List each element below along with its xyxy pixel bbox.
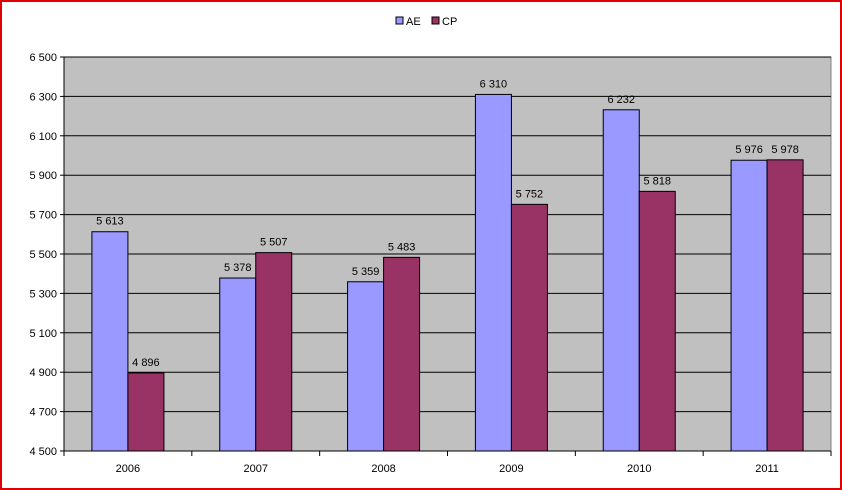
axes: 4 500 4 700 4 900 5 100 5 300 5 500 5 700 5 900… — [29, 52, 832, 475]
y-tick-label: 5 100 — [29, 328, 57, 340]
bar-ae-2006 — [91, 231, 129, 452]
y-tick-label: 5 700 — [29, 210, 57, 222]
data-label: 5 359 — [352, 266, 380, 278]
bar-ae-2011 — [730, 159, 768, 452]
data-label: 5 613 — [96, 216, 124, 228]
bar-ae-2007 — [219, 277, 257, 452]
gridlines — [64, 56, 831, 452]
x-tick-label: 2009 — [499, 463, 523, 475]
legend: AE CP — [395, 16, 457, 28]
data-label: 6 310 — [480, 78, 508, 90]
bars — [91, 93, 804, 452]
data-label: 4 896 — [132, 357, 160, 369]
data-label: 5 378 — [224, 262, 252, 274]
legend-label-ae: AE — [406, 16, 421, 28]
y-tick-label: 4 500 — [29, 446, 57, 458]
y-tick-label: 5 500 — [29, 249, 57, 261]
legend-swatch-ae — [395, 16, 404, 25]
y-tick-label: 6 300 — [29, 91, 57, 103]
bar-cp-2007 — [255, 252, 293, 452]
bar-ae-2009 — [474, 93, 512, 452]
data-label: 5 483 — [388, 241, 416, 253]
data-label: 5 507 — [260, 237, 288, 249]
y-tick-label: 4 700 — [29, 407, 57, 419]
y-tick-label: 4 900 — [29, 367, 57, 379]
data-label: 5 978 — [771, 144, 799, 156]
y-tick-label: 5 900 — [29, 170, 57, 182]
data-label: 5 752 — [516, 188, 544, 200]
x-tick-label: 2007 — [244, 463, 268, 475]
data-label: 6 232 — [607, 94, 635, 106]
bar-ae-2010 — [602, 109, 640, 452]
y-tick-label: 6 100 — [29, 131, 57, 143]
bar-cp-2009 — [510, 203, 548, 452]
x-tick-label: 2006 — [116, 463, 140, 475]
x-tick-label: 2011 — [755, 463, 779, 475]
bar-cp-2010 — [638, 190, 676, 452]
x-tick-label: 2010 — [627, 463, 651, 475]
y-tick-label: 6 500 — [29, 52, 57, 64]
data-label: 5 818 — [643, 175, 671, 187]
bar-cp-2008 — [383, 256, 421, 452]
data-labels: 5 613 4 896 5 378 5 507 5 359 5 483 6 310 5 752… — [96, 78, 799, 369]
data-label: 5 976 — [735, 144, 763, 156]
bar-cp-2006 — [127, 372, 165, 452]
y-tick-label: 5 300 — [29, 288, 57, 300]
bar-cp-2011 — [766, 159, 804, 452]
legend-swatch-cp — [431, 16, 440, 25]
bar-ae-2008 — [347, 281, 385, 452]
legend-label-cp: CP — [442, 16, 457, 28]
x-tick-label: 2008 — [371, 463, 395, 475]
